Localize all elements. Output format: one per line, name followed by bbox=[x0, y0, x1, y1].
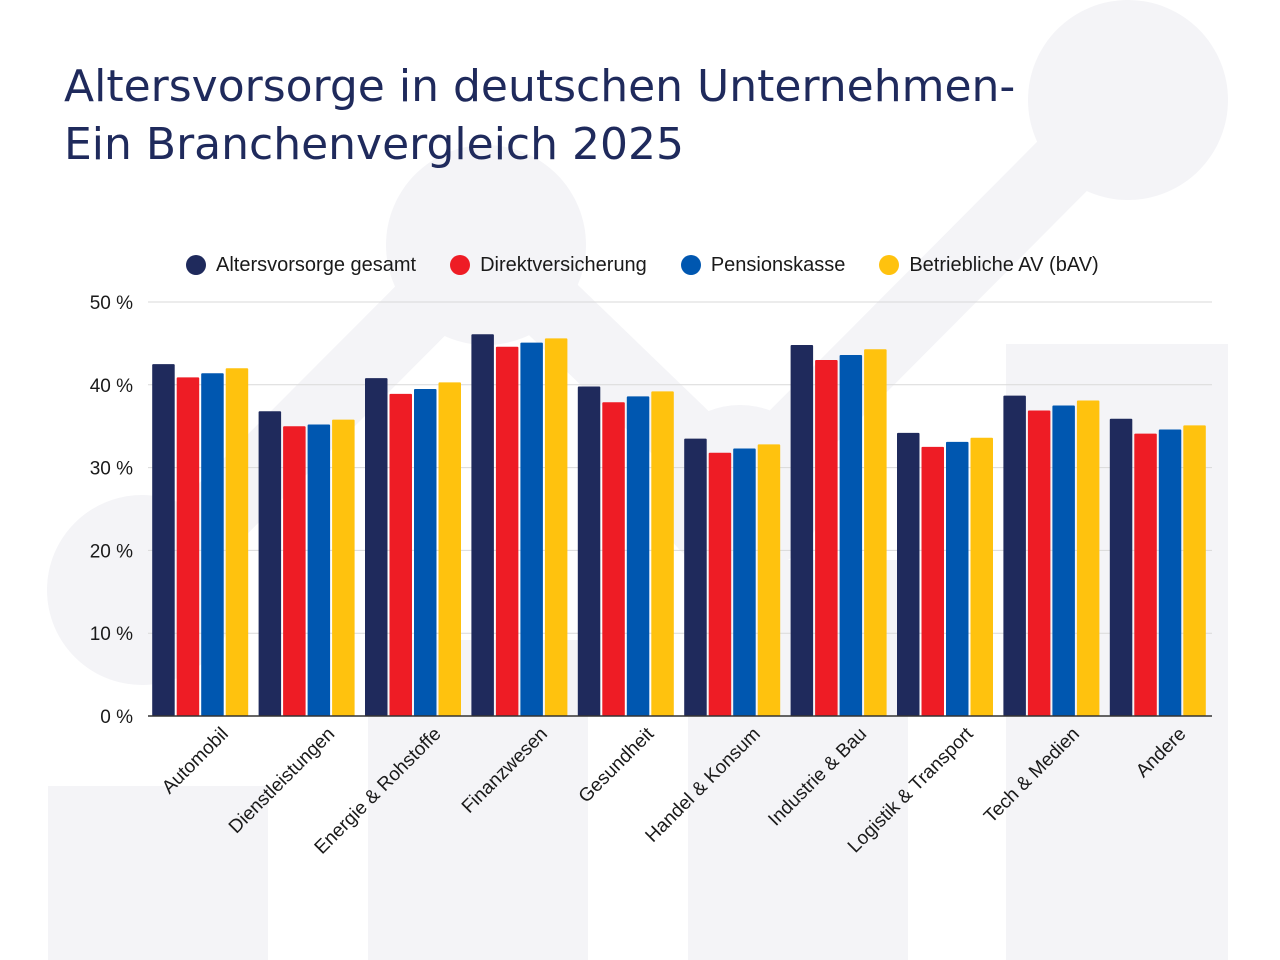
bar bbox=[708, 452, 732, 716]
bar bbox=[332, 419, 355, 716]
y-tick-label: 0 % bbox=[100, 707, 133, 728]
bar bbox=[152, 364, 175, 716]
bar bbox=[225, 368, 249, 716]
chart-title-line-2: Ein Branchenvergleich 2025 bbox=[64, 119, 684, 170]
bar bbox=[283, 426, 306, 716]
bar bbox=[471, 334, 494, 716]
x-tick-label: Dienstleistungen bbox=[225, 724, 339, 838]
legend-swatch-altersvorsorge-gesamt bbox=[186, 255, 206, 275]
bar bbox=[684, 438, 707, 716]
bar bbox=[1052, 405, 1075, 716]
legend-label-altersvorsorge-gesamt: Altersvorsorge gesamt bbox=[216, 253, 417, 276]
x-tick-label: Tech & Medien bbox=[980, 724, 1084, 828]
y-tick-label: 10 % bbox=[90, 624, 133, 645]
bar bbox=[438, 382, 461, 716]
bar bbox=[258, 411, 282, 716]
legend-swatch-betriebliche-av bbox=[879, 255, 900, 275]
bar bbox=[520, 342, 543, 716]
chart-title-line-1: Altersvorsorge in deutschen Unternehmen- bbox=[64, 61, 1016, 112]
y-tick-label: 20 % bbox=[90, 541, 133, 562]
legend-item-direktversicherung: Direktversicherung bbox=[450, 254, 647, 277]
legend-label-betriebliche-av: Betriebliche AV (bAV) bbox=[909, 253, 1099, 276]
bar bbox=[839, 354, 863, 716]
bar bbox=[815, 359, 838, 716]
bar bbox=[1003, 395, 1026, 716]
legend-item-altersvorsorge-gesamt: Altersvorsorge gesamt bbox=[186, 254, 416, 277]
legend-swatch-direktversicherung bbox=[450, 255, 471, 275]
x-tick-label: Gesundheit bbox=[575, 723, 659, 807]
y-tick-label: 40 % bbox=[90, 376, 133, 397]
bar bbox=[389, 393, 412, 716]
bar bbox=[577, 386, 601, 716]
x-tick-label: Industrie & Bau bbox=[764, 724, 871, 831]
bar bbox=[1183, 425, 1206, 716]
bar bbox=[757, 444, 781, 716]
bar bbox=[790, 345, 814, 716]
legend-label-pensionskasse: Pensionskasse bbox=[710, 253, 846, 276]
bar bbox=[365, 378, 388, 716]
chart-title: Altersvorsorge in deutschen Unternehmen-… bbox=[64, 58, 1015, 174]
x-tick-label: Automobil bbox=[158, 724, 233, 799]
bar bbox=[864, 349, 887, 716]
bar bbox=[414, 388, 437, 716]
bar bbox=[602, 402, 625, 716]
x-tick-label: Finanzwesen bbox=[458, 724, 552, 818]
bar bbox=[201, 373, 224, 716]
bar bbox=[921, 446, 944, 716]
legend-item-betriebliche-av: Betriebliche AV (bAV) bbox=[879, 253, 1099, 277]
y-tick-label: 30 % bbox=[90, 459, 133, 480]
bar bbox=[176, 377, 200, 716]
bar bbox=[946, 441, 969, 716]
bar bbox=[970, 437, 993, 716]
legend-swatch-pensionskasse bbox=[680, 255, 701, 275]
bar bbox=[897, 432, 920, 716]
bar bbox=[626, 396, 650, 716]
bar bbox=[651, 391, 674, 716]
bar bbox=[1027, 410, 1051, 716]
chart-legend: Altersvorsorge gesamt Direktversicherung… bbox=[186, 250, 1099, 280]
bar bbox=[733, 448, 756, 716]
bar bbox=[1158, 429, 1182, 716]
bar bbox=[495, 346, 519, 716]
bar bbox=[307, 424, 331, 716]
bar bbox=[544, 338, 568, 716]
x-tick-label: Andere bbox=[1132, 724, 1190, 782]
legend-label-direktversicherung: Direktversicherung bbox=[480, 253, 647, 276]
y-tick-label: 50 % bbox=[90, 293, 133, 314]
decor-column-1 bbox=[48, 786, 268, 960]
bar bbox=[1076, 400, 1100, 716]
bar bbox=[1134, 433, 1157, 716]
x-tick-label: Handel & Konsum bbox=[642, 724, 765, 847]
bar bbox=[1109, 418, 1133, 716]
legend-item-pensionskasse: Pensionskasse bbox=[680, 253, 846, 277]
